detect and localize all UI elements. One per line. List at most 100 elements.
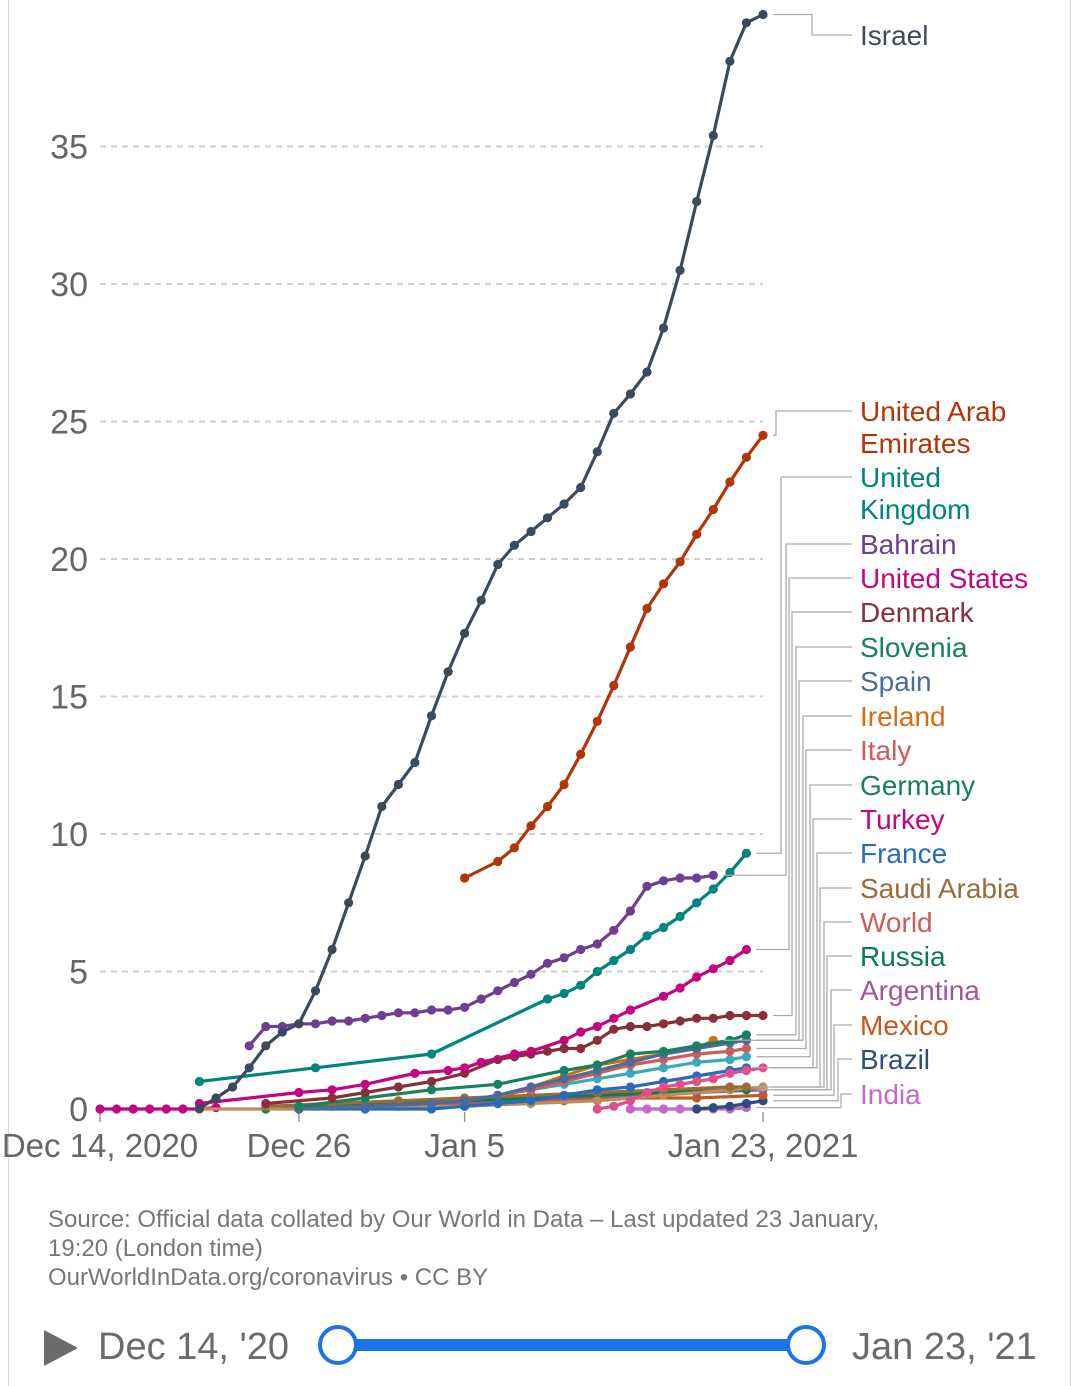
legend-label: Israel [860, 20, 928, 51]
data-point [493, 986, 503, 996]
y-tick-label: 5 [69, 954, 88, 992]
data-point [460, 873, 470, 883]
data-point [194, 1076, 204, 1087]
data-point [128, 1104, 138, 1114]
y-tick-label: 20 [50, 541, 88, 579]
data-point [542, 513, 553, 523]
data-point [741, 1082, 752, 1092]
data-point [625, 944, 636, 955]
data-point [658, 1046, 669, 1056]
data-point [609, 408, 619, 418]
data-point [625, 1005, 636, 1015]
data-point [559, 1090, 569, 1100]
source-line-1: Source: Official data collated by Our Wo… [48, 1206, 880, 1233]
data-point [708, 1103, 718, 1113]
data-point [692, 1076, 702, 1087]
legend-label: Germany [860, 770, 975, 801]
data-point [277, 1027, 287, 1037]
data-point [692, 1104, 702, 1114]
data-point [725, 1101, 735, 1111]
legend-leader [756, 577, 852, 951]
data-point [692, 898, 702, 908]
legend-label: India [860, 1079, 921, 1110]
data-point [294, 1101, 304, 1111]
data-point [741, 944, 752, 955]
data-point [112, 1104, 122, 1114]
series-line [247, 873, 714, 1047]
data-point [708, 884, 718, 894]
data-point [410, 1008, 420, 1018]
data-point [377, 801, 387, 812]
legend-leader [756, 476, 852, 854]
data-point [741, 1030, 752, 1040]
data-point [526, 821, 536, 831]
timeline-end-handle[interactable] [786, 1325, 826, 1365]
timeline-start-handle[interactable] [318, 1325, 358, 1365]
source-line-3[interactable]: OurWorldInData.org/coronavirus • CC BY [48, 1264, 489, 1291]
legend-label: Italy [860, 735, 911, 766]
data-point [625, 1021, 636, 1032]
legend-label: United Arab [860, 396, 1006, 427]
x-tick-label: Jan 5 [424, 1127, 505, 1164]
data-point [526, 1096, 536, 1106]
legend-leader [756, 852, 852, 1069]
data-point [460, 1063, 470, 1073]
data-point [708, 1013, 718, 1023]
data-point [426, 1085, 437, 1095]
legend-leader [723, 715, 852, 1041]
data-point [310, 1019, 321, 1029]
data-point [592, 716, 602, 726]
data-point [642, 881, 652, 891]
legend-label: Spain [860, 666, 932, 697]
data-point [576, 1027, 586, 1037]
frame-left-border [8, 0, 9, 1386]
x-tick-label: Dec 14, 2020 [2, 1127, 198, 1164]
data-point [625, 1082, 636, 1092]
data-point [625, 389, 636, 399]
data-point [542, 994, 553, 1004]
data-point [725, 1082, 735, 1092]
data-point [692, 972, 702, 982]
data-point [708, 964, 718, 974]
legend-label: United [860, 462, 941, 493]
data-point [526, 1082, 536, 1092]
data-point [261, 1041, 271, 1051]
data-point [708, 130, 718, 141]
data-point [609, 680, 619, 691]
x-tick-label: Dec 26 [247, 1127, 352, 1164]
legend-label: Mexico [860, 1010, 949, 1041]
data-point [675, 1016, 685, 1026]
legend-label: Denmark [860, 597, 975, 628]
data-point [476, 994, 486, 1004]
legend-label: Turkey [860, 804, 945, 835]
data-point [559, 1043, 569, 1054]
data-point [559, 779, 569, 790]
data-point [692, 1013, 702, 1023]
data-point [576, 980, 586, 990]
data-point [493, 1079, 503, 1089]
data-point [741, 452, 752, 462]
data-point [741, 18, 752, 28]
legend-leader [723, 543, 852, 876]
data-point [642, 1021, 652, 1032]
timeline-track[interactable] [336, 1339, 806, 1351]
data-point [692, 1041, 702, 1051]
legend-leader [773, 989, 852, 1091]
data-point [675, 1079, 685, 1089]
data-point [592, 447, 602, 457]
legend-leader [773, 818, 852, 1069]
data-point [509, 1049, 519, 1059]
play-icon[interactable] [44, 1330, 78, 1366]
data-point [360, 1087, 370, 1098]
data-point [211, 1093, 221, 1103]
data-point [426, 1076, 437, 1087]
data-point [625, 1096, 636, 1106]
data-point [294, 1019, 304, 1029]
data-point [741, 1052, 752, 1062]
data-point [542, 1046, 553, 1056]
data-point [725, 1010, 735, 1021]
data-point [741, 1065, 752, 1076]
data-point [741, 848, 752, 858]
data-point [758, 1010, 768, 1021]
data-point [443, 1065, 453, 1076]
